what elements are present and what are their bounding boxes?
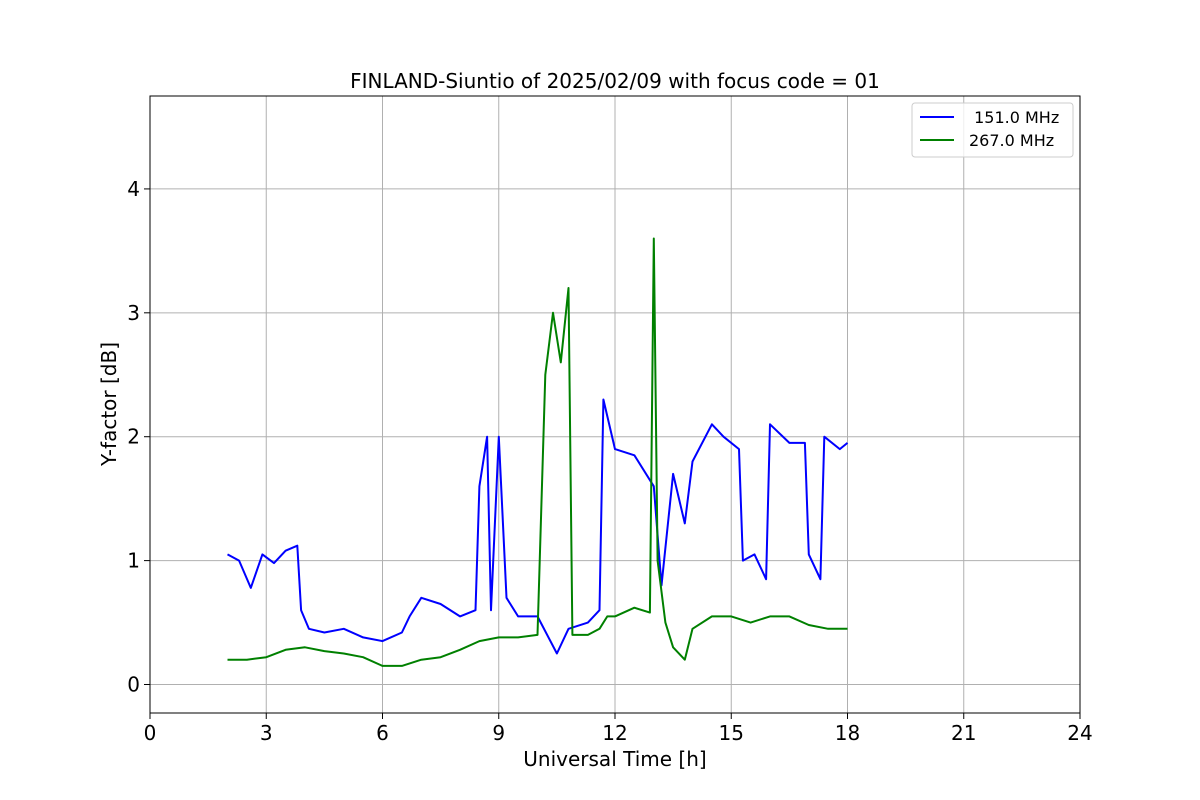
x-tick-label: 15 bbox=[719, 721, 744, 745]
y-axis: 0 1 2 3 4 bbox=[127, 177, 150, 697]
y-tick-label: 1 bbox=[127, 549, 140, 573]
x-tick-label: 18 bbox=[835, 721, 860, 745]
x-tick-label: 6 bbox=[376, 721, 389, 745]
chart-title: FINLAND-Siuntio of 2025/02/09 with focus… bbox=[350, 69, 880, 93]
x-tick-label: 3 bbox=[260, 721, 273, 745]
x-tick-label: 12 bbox=[602, 721, 627, 745]
x-tick-label: 0 bbox=[144, 721, 157, 745]
y-tick-label: 3 bbox=[127, 301, 140, 325]
x-axis-label: Universal Time [h] bbox=[523, 747, 706, 771]
series-line-1 bbox=[227, 237, 848, 667]
grid bbox=[149, 96, 1081, 713]
series-layer bbox=[227, 237, 849, 667]
y-axis-label: Y-factor [dB] bbox=[97, 342, 121, 467]
legend-label-0: 151.0 MHz bbox=[969, 108, 1059, 127]
legend: 151.0 MHz 267.0 MHz bbox=[911, 102, 1074, 158]
y-tick-label: 2 bbox=[127, 425, 140, 449]
x-tick-label: 24 bbox=[1067, 721, 1092, 745]
legend-label-1: 267.0 MHz bbox=[969, 131, 1054, 150]
series-line-0 bbox=[227, 398, 849, 655]
y-tick-label: 0 bbox=[127, 673, 140, 697]
x-tick-label: 9 bbox=[492, 721, 505, 745]
x-axis: 0 3 6 9 12 15 18 21 24 bbox=[144, 713, 1093, 745]
y-tick-label: 4 bbox=[127, 177, 140, 201]
x-tick-label: 21 bbox=[951, 721, 976, 745]
